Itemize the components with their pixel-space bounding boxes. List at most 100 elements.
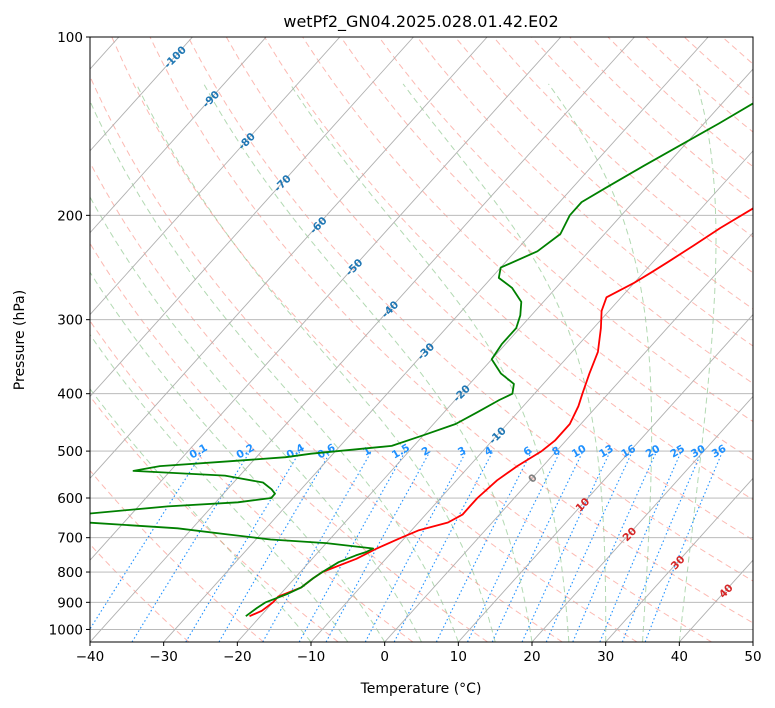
mixing-ratio-label: 0.1 xyxy=(187,442,209,462)
dewpoint-profile xyxy=(90,102,753,617)
mixing-ratio-line xyxy=(364,450,467,642)
isotherm-label: 20 xyxy=(620,525,639,544)
mixing-ratio-label: 4 xyxy=(483,445,495,459)
y-axis-label: Pressure (hPa) xyxy=(12,290,28,390)
dry-adiabat-line xyxy=(90,320,414,642)
y-tick-label: 800 xyxy=(57,565,83,581)
y-tick-label: 900 xyxy=(57,595,83,611)
moist-adiabat-line xyxy=(678,83,717,642)
isotherm-line xyxy=(90,37,193,152)
mixing-ratio-line xyxy=(621,450,703,642)
mixing-ratio-label: 20 xyxy=(644,443,663,461)
profiles xyxy=(90,102,753,618)
dry-adiabat-line xyxy=(378,37,753,385)
mixing-ratio-line xyxy=(545,450,633,642)
y-tick-label: 600 xyxy=(57,491,83,507)
moist-adiabats xyxy=(90,83,717,642)
mixing-ratio-label: 36 xyxy=(710,443,729,461)
moist-adiabat-line xyxy=(135,83,496,642)
isotherm-line xyxy=(531,395,753,642)
moist-adiabat-line xyxy=(203,83,533,642)
mixing-ratio-line xyxy=(90,450,204,630)
y-tick-label: 300 xyxy=(57,313,83,329)
dry-adiabat-line xyxy=(111,37,712,642)
isotherm-label: 40 xyxy=(717,582,736,601)
isotherm-line xyxy=(90,37,414,398)
isotherm-line xyxy=(457,313,753,642)
isotherm-line xyxy=(90,37,488,479)
dry-adiabat-line xyxy=(149,37,753,624)
mixing-ratio-line xyxy=(435,450,533,642)
dry-adiabat-line xyxy=(531,37,753,238)
dry-adiabats xyxy=(90,37,753,642)
mixing-ratio-lines xyxy=(90,450,724,642)
mixing-ratio-line xyxy=(572,450,658,642)
x-tick-label: 30 xyxy=(597,649,614,665)
mixing-ratio-label: 10 xyxy=(570,443,589,461)
isotherm-line xyxy=(752,641,753,642)
dry-adiabat-line xyxy=(607,37,753,168)
moist-adiabat-line xyxy=(90,99,459,642)
dry-adiabat-line xyxy=(493,37,753,274)
x-tick-label: 20 xyxy=(523,649,540,665)
y-tick-label: 400 xyxy=(57,387,83,403)
isotherm-line xyxy=(310,150,753,642)
dry-adiabat-line xyxy=(225,37,753,541)
x-axis: −40 −30 −20 −10 0 10 20 30 40 50 xyxy=(76,642,762,665)
dry-adiabat-line xyxy=(90,161,563,642)
moist-adiabat-line xyxy=(90,333,349,642)
isotherm-line xyxy=(678,559,753,642)
plot-frame xyxy=(89,36,754,643)
moist-adiabat-line xyxy=(90,196,422,642)
dry-adiabat-line xyxy=(683,37,753,99)
moist-adiabat-line xyxy=(90,271,386,642)
mixing-ratio-label: 0.2 xyxy=(234,442,256,462)
y-tick-label: 1000 xyxy=(49,622,83,638)
x-tick-label: 50 xyxy=(744,649,761,665)
moist-adiabat-line xyxy=(289,83,570,642)
mixing-ratio-line xyxy=(644,450,724,642)
mixing-ratio-label: 13 xyxy=(597,443,616,461)
x-tick-label: −40 xyxy=(76,649,105,665)
mixing-ratio-label: 3 xyxy=(456,445,468,459)
isotherm-line xyxy=(163,37,709,642)
isotherm-label: -100 xyxy=(162,44,189,71)
mixing-ratio-line xyxy=(599,450,682,642)
mixing-ratio-label: 25 xyxy=(668,443,687,461)
isotherm-line xyxy=(90,37,562,561)
x-tick-label: 10 xyxy=(450,649,467,665)
dry-adiabat-line xyxy=(90,543,190,642)
x-tick-label: 40 xyxy=(671,649,688,665)
isotherm-label: 0 xyxy=(526,472,540,486)
mixing-ratio-label: 30 xyxy=(689,443,708,461)
x-tick-label: −10 xyxy=(297,649,326,665)
x-tick-label: −20 xyxy=(223,649,252,665)
temperature-profile xyxy=(249,207,753,618)
isotherm-label: 30 xyxy=(669,554,688,573)
dry-adiabat-line xyxy=(454,37,753,310)
mixing-ratio-line xyxy=(467,450,561,642)
isotherm-line xyxy=(90,37,635,642)
y-tick-label: 700 xyxy=(57,531,83,547)
chart-title: wetPf2_GN04.2025.028.01.42.E02 xyxy=(283,12,558,32)
mixing-ratio-line xyxy=(325,450,431,642)
x-axis-label: Temperature (°C) xyxy=(360,681,482,697)
mixing-ratio-line xyxy=(131,450,251,642)
moist-adiabat-line xyxy=(90,387,312,642)
isotherm-line xyxy=(236,68,753,642)
pressure-gridlines xyxy=(90,37,753,630)
plot-area: 0.1 0.2 0.4 0.6 1 1.5 2 3 4 6 8 10 13 16 20 25 30 36-100-… xyxy=(90,37,753,642)
y-axis: 100 200 300 400 500 600 700 800 900 1000 xyxy=(49,30,90,638)
isotherm-line xyxy=(90,37,267,234)
isotherm-label: 10 xyxy=(573,496,592,515)
mixing-ratio-label: 0.4 xyxy=(285,442,307,462)
y-tick-label: 100 xyxy=(57,30,83,46)
dry-adiabat-line xyxy=(90,242,488,642)
moist-adiabat-line xyxy=(402,83,607,642)
isotherm-line xyxy=(384,232,753,642)
isotherm-line xyxy=(90,37,341,316)
moist-adiabat-line xyxy=(548,83,653,642)
dry-adiabat-line xyxy=(264,37,753,501)
y-tick-label: 500 xyxy=(57,444,83,460)
